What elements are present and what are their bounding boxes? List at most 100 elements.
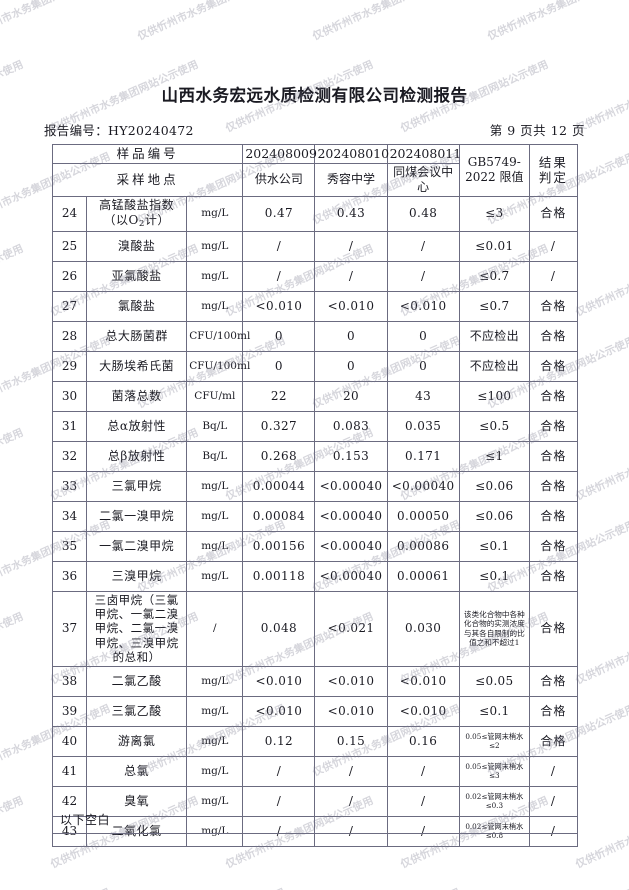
row-value-sample-2: 0.153 [314, 440, 388, 472]
row-unit: mg/L [186, 665, 244, 697]
row-value-sample-2: 20 [314, 380, 388, 412]
row-unit: CFU/ml [186, 380, 244, 412]
row-standard-limit: ≤0.06 [458, 470, 530, 502]
row-unit: mg/L [186, 470, 244, 502]
row-standard-limit: ≤0.7 [458, 290, 530, 322]
table-row: 43 二氧化氯 mg/L / //0.02≤管网末梢水≤0.8/ [51, 815, 579, 847]
row-index: 38 [51, 665, 88, 697]
row-standard-limit: 不应检出 [458, 320, 530, 352]
row-index: 34 [51, 500, 88, 532]
header-row-sample-no: 样品编号 202408009 202408010 202408011 GB574… [51, 144, 579, 197]
row-index: 37 [51, 590, 88, 667]
row-value-sample-2: 0 [314, 320, 388, 352]
row-value-sample-1: 0.327 [242, 410, 316, 442]
row-unit: mg/L [186, 755, 244, 787]
row-index: 35 [51, 530, 88, 562]
row-standard-limit: ≤0.06 [458, 500, 530, 532]
row-verdict: 合格 [528, 665, 579, 697]
row-standard-limit: ≤1 [458, 440, 530, 472]
row-index: 42 [51, 785, 88, 817]
header-verdict-line2: 判定 [538, 170, 568, 186]
row-standard-limit: 0.05≤管网末梢水≤3 [458, 755, 530, 787]
water-quality-results-table: 样品编号 202408009 202408010 202408011 GB574… [51, 144, 579, 847]
row-value-sample-2: <0.00040 [314, 560, 388, 592]
row-value-sample-2: 0.43 [314, 195, 388, 232]
row-value-sample-3: 0.16 [386, 725, 460, 757]
row-value-sample-2: / [314, 260, 388, 292]
table-row: 37 三卤甲烷（三氯甲烷、一氯二溴甲烷、二氯一溴甲烷、三溴甲烷的总和）/0.048… [51, 590, 579, 667]
row-standard-limit: ≤0.5 [458, 410, 530, 442]
row-value-sample-2: <0.021 [314, 590, 388, 667]
row-standard-limit: 0.02≤管网末梢水≤0.8 [458, 815, 530, 847]
row-verdict: 合格 [528, 440, 579, 472]
row-unit: mg/L [186, 230, 244, 262]
header-sample-id-2: 202408010 [314, 144, 389, 164]
table-row: 25 溴酸盐 mg/L / / / ≤0.01/ [51, 230, 579, 262]
table-row: 36 三溴甲烷 mg/L 0.00118 <0.00040 0.00061 ≤0.1 合格 [51, 560, 579, 592]
row-item-name: 三卤甲烷（三氯甲烷、一氯二溴甲烷、二氯一溴甲烷、三溴甲烷的总和） [86, 590, 188, 667]
row-value-sample-3: 0.171 [386, 440, 460, 472]
row-value-sample-2: <0.00040 [314, 470, 388, 502]
row-item-name: 总α放射性 [86, 410, 188, 442]
table-row: 40 游离氯 mg/L 0.12 0.15 0.16 0.05≤管网末梢水≤2 合格 [51, 725, 579, 757]
row-value-sample-1: 0 [242, 320, 316, 352]
row-value-sample-2: 0 [314, 350, 388, 382]
row-value-sample-1: / [242, 260, 316, 292]
row-standard-limit: ≤0.1 [458, 695, 530, 727]
header-sampling-site-label: 采样地点 [51, 162, 244, 197]
row-value-sample-1: / [242, 815, 316, 847]
row-item-name: 一氯二溴甲烷 [86, 530, 188, 562]
row-value-sample-1: / [242, 230, 316, 262]
row-unit: mg/L [186, 530, 244, 562]
row-value-sample-3: 0.00086 [386, 530, 460, 562]
header-standard-line2: 2022 限值 [465, 170, 524, 185]
report-meta-row: 报告编号：HY20240472 第 9 页共 12 页 [44, 119, 585, 139]
row-item-name: 二氯乙酸 [86, 665, 188, 697]
row-value-sample-2: <0.010 [314, 695, 388, 727]
table-row: 27 氯酸盐 mg/L <0.010 <0.010 <0.010 ≤0.7 合格 [51, 290, 579, 322]
row-index: 24 [51, 195, 88, 232]
row-value-sample-1: 0.00118 [242, 560, 316, 592]
report-number: 报告编号：HY20240472 [44, 122, 194, 138]
row-value-sample-2: <0.010 [314, 290, 388, 322]
row-value-sample-2: / [314, 755, 388, 787]
row-value-sample-2: <0.010 [314, 665, 388, 697]
row-value-sample-3: 0.035 [386, 410, 460, 442]
row-unit: mg/L [186, 725, 244, 757]
row-index: 32 [51, 440, 88, 472]
row-standard-limit: ≤0.01 [458, 230, 530, 262]
table-row: 33 三氯甲烷 mg/L 0.00044 <0.00040 <0.00040 ≤0.06 合格 [51, 470, 579, 502]
row-item-name: 溴酸盐 [86, 230, 188, 262]
header-sample-id-3: 202408011 [386, 144, 461, 164]
header-row-sampling-site: 采样地点 供水公司 秀容中学 同煤会议中心 [51, 162, 578, 197]
row-index: 26 [51, 260, 88, 292]
row-item-name: 总大肠菌群 [86, 320, 188, 352]
row-value-sample-2: 0.15 [314, 725, 388, 757]
row-value-sample-2: / [314, 230, 388, 262]
row-value-sample-1: 0.00156 [242, 530, 316, 562]
row-unit: mg/L [186, 695, 244, 727]
row-verdict: 合格 [528, 560, 579, 592]
row-standard-limit: ≤100 [458, 380, 530, 412]
row-value-sample-1: 22 [242, 380, 316, 412]
row-value-sample-3: 0.00061 [386, 560, 460, 592]
row-index: 25 [51, 230, 88, 262]
row-item-name: 三氯甲烷 [86, 470, 188, 502]
row-unit: CFU/100ml [186, 320, 250, 352]
row-index: 29 [51, 350, 88, 382]
row-verdict: / [528, 815, 579, 847]
table-row: 31 总α放射性 Bq/L 0.327 0.083 0.035 ≤0.5 合格 [51, 410, 579, 442]
row-index: 41 [51, 755, 88, 787]
row-index: 40 [51, 725, 88, 757]
row-verdict: 合格 [528, 470, 579, 502]
row-unit: mg/L [186, 500, 244, 532]
row-value-sample-3: / [386, 230, 460, 262]
row-item-name: 菌落总数 [86, 380, 188, 412]
row-unit: Bq/L [186, 410, 244, 442]
row-item-name: 二氧化氯 [86, 815, 188, 847]
row-value-sample-3: 0 [386, 320, 460, 352]
row-index: 33 [51, 470, 88, 502]
row-standard-limit: ≤0.7 [458, 260, 530, 292]
row-verdict: 合格 [528, 725, 579, 757]
